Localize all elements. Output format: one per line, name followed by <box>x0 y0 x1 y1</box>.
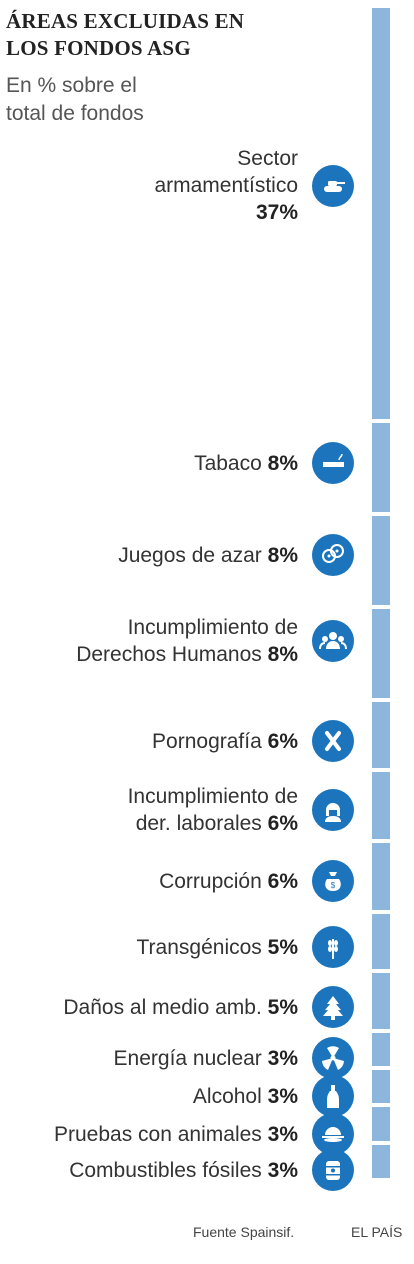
chart-title-line: LOS FONDOS ASG <box>6 36 191 60</box>
chart-subtitle: En % sobre el total de fondos <box>6 72 226 128</box>
category-label-line: Pornografía 6% <box>0 728 298 755</box>
bar-segment <box>372 1032 390 1066</box>
category-label-line: Combustibles fósiles 3% <box>0 1157 298 1184</box>
category-label-line: Daños al medio amb. 5% <box>0 994 298 1021</box>
value-label: 3% <box>267 1046 298 1070</box>
bar-segment <box>372 1144 390 1178</box>
bar-segment <box>372 608 390 698</box>
bar-segment <box>372 701 390 769</box>
category-name-text: armamentístico <box>154 173 298 197</box>
category-name-text: Incumplimiento de <box>127 785 298 808</box>
value-label: 8% <box>267 643 298 666</box>
money-bag-icon: $ <box>312 860 354 902</box>
category-label-line: Transgénicos 5% <box>0 934 299 961</box>
chart-subtitle-line: total de fondos <box>6 102 144 125</box>
bar-segment <box>372 1107 390 1141</box>
category-name-text: Juegos de azar <box>118 543 262 567</box>
dice-icon <box>312 534 354 576</box>
category-label-line: Juegos de azar 8% <box>0 542 298 569</box>
category-label-line: Energía nuclear 3% <box>0 1045 298 1072</box>
value-label: 6% <box>267 869 298 893</box>
credit-note: EL PAÍS <box>351 1224 403 1240</box>
category-label-line: Pruebas con animales 3% <box>0 1121 298 1148</box>
tank-icon <box>312 165 354 207</box>
category-label: Juegos de azar 8% <box>0 542 298 569</box>
chart-title: ÁREAS EXCLUIDAS EN LOS FONDOS ASG <box>6 8 346 62</box>
bottle-icon <box>312 1075 354 1117</box>
bar-segment <box>372 515 390 605</box>
category-label-line: Incumplimiento de <box>0 783 298 810</box>
svg-text:$: $ <box>331 881 336 890</box>
category-label: Pornografía 6% <box>0 728 298 755</box>
category-name-text: Corrupción <box>159 869 262 893</box>
category-name-text: Sector <box>237 146 298 170</box>
value-label: 3% <box>267 1084 298 1108</box>
x-icon <box>312 720 354 762</box>
category-label: Alcohol 3% <box>0 1083 298 1110</box>
category-label-line: Tabaco 8% <box>0 450 298 477</box>
category-label-line: Alcohol 3% <box>0 1083 298 1110</box>
category-name-text: Transgénicos <box>136 935 262 959</box>
value-label: 6% <box>267 812 298 835</box>
bar-segment <box>372 1070 390 1104</box>
category-label: Combustibles fósiles 3% <box>0 1157 298 1184</box>
value-label: 8% <box>267 543 298 567</box>
category-label: Tabaco 8% <box>0 450 298 477</box>
category-name-text: Combustibles fósiles <box>69 1158 262 1182</box>
category-label-line: Sector <box>0 145 298 172</box>
bar-segment <box>372 8 390 420</box>
category-name-text: Tabaco <box>194 451 262 475</box>
value-label: 3% <box>267 1122 298 1146</box>
category-label: Sector armamentístico 37% <box>0 145 298 226</box>
radiation-icon <box>312 1037 354 1079</box>
category-label: Incumplimiento de Derechos Humanos 8% <box>0 614 298 668</box>
category-name-text: der. laborales <box>135 812 262 835</box>
chart-subtitle-line: En % sobre el <box>6 74 137 97</box>
category-name-text: Alcohol <box>192 1084 262 1108</box>
category-name-text: Daños al medio amb. <box>63 995 262 1019</box>
category-label-line: Incumplimiento de <box>0 614 298 641</box>
value-label: 5% <box>267 935 298 959</box>
value-label: 8% <box>267 451 298 475</box>
worker-icon <box>312 789 354 831</box>
source-note: Fuente Spainsif. <box>193 1224 295 1240</box>
category-label: Corrupción 6% <box>0 868 298 895</box>
chart-title-line: ÁREAS EXCLUIDAS EN <box>6 9 245 33</box>
value-label: 5% <box>267 995 298 1019</box>
barrel-icon <box>312 1149 354 1191</box>
category-label: Energía nuclear 3% <box>0 1045 298 1072</box>
cigarette-icon <box>312 442 354 484</box>
wheat-icon <box>312 926 354 968</box>
category-name-text: Incumplimiento de <box>127 616 298 639</box>
category-label: Pruebas con animales 3% <box>0 1121 298 1148</box>
bar-segment <box>372 973 390 1029</box>
category-label: Daños al medio amb. 5% <box>0 994 298 1021</box>
category-label-line: 37% <box>0 199 298 226</box>
category-label-line: der. laborales 6% <box>0 810 298 837</box>
category-name-text: Pornografía <box>152 729 262 753</box>
category-label: Transgénicos 5% <box>0 934 299 961</box>
value-label: 37% <box>255 200 298 224</box>
category-name-text: Energía nuclear <box>113 1046 262 1070</box>
stacked-bar <box>372 8 390 1178</box>
bar-segment <box>372 772 390 839</box>
value-label: 3% <box>267 1158 298 1182</box>
category-label: Incumplimiento de der. laborales 6% <box>0 783 298 837</box>
people-icon <box>312 620 354 662</box>
value-label: 6% <box>267 729 298 753</box>
category-name-text: Pruebas con animales <box>54 1122 262 1146</box>
dish-icon <box>312 1113 354 1155</box>
category-name-text: Derechos Humanos <box>76 643 262 666</box>
bar-segment <box>372 423 390 512</box>
category-label-line: armamentístico <box>0 172 298 199</box>
category-label-line: Corrupción 6% <box>0 868 298 895</box>
bar-segment <box>372 913 390 970</box>
bar-segment <box>372 842 390 910</box>
tree-icon <box>312 986 354 1028</box>
category-label-line: Derechos Humanos 8% <box>0 641 298 668</box>
